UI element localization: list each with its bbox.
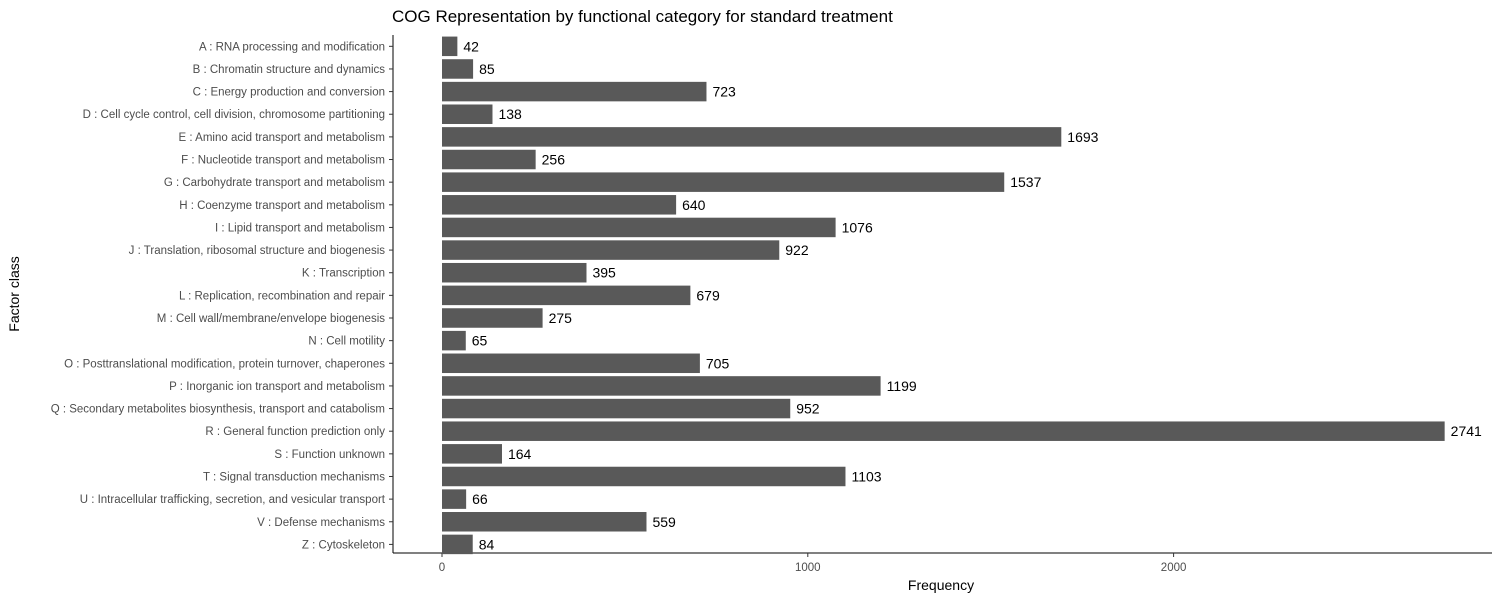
bar: [442, 376, 881, 396]
bar: [442, 421, 1445, 441]
bar-value-label: 952: [796, 401, 820, 417]
bar: [442, 104, 493, 124]
bar: [442, 534, 473, 555]
bar: [442, 81, 707, 102]
category-label: D : Cell cycle control, cell division, c…: [83, 109, 385, 121]
bar: [442, 127, 1062, 147]
category-label: Z : Cytoskeleton: [302, 539, 385, 551]
category-label: N : Cell motility: [308, 336, 385, 348]
category-label: O : Posttranslational modification, prot…: [64, 358, 385, 370]
bar-value-label: 66: [472, 491, 488, 507]
x-tick-label: 0: [439, 562, 445, 574]
category-label: P : Inorganic ion transport and metaboli…: [169, 381, 385, 393]
bar-value-label: 164: [508, 446, 532, 462]
plot-area: 0 1000 2000 A : RNA processing and modifica…: [51, 35, 1492, 574]
bar-value-label: 85: [479, 61, 495, 77]
bar: [442, 489, 467, 509]
bar: [442, 512, 647, 532]
bar: [442, 398, 791, 419]
bar: [442, 262, 587, 283]
category-label: A : RNA processing and modification: [199, 41, 385, 53]
bar-value-label: 84: [479, 536, 495, 552]
bar-value-label: 1537: [1010, 174, 1041, 190]
bar-value-label: 640: [682, 197, 706, 213]
category-label: E : Amino acid transport and metabolism: [179, 132, 385, 144]
bar-value-label: 275: [549, 310, 573, 326]
bar-value-label: 1693: [1067, 129, 1098, 145]
bar-value-label: 395: [592, 265, 616, 281]
category-label: U : Intracellular trafficking, secretion…: [80, 494, 386, 506]
bar-value-label: 559: [652, 514, 676, 530]
bar-value-label: 256: [542, 152, 566, 168]
category-label: T : Signal transduction mechanisms: [203, 471, 385, 483]
bar: [442, 466, 846, 487]
bar: [442, 444, 502, 464]
category-label: B : Chromatin structure and dynamics: [193, 64, 386, 76]
category-label: R : General function prediction only: [205, 426, 385, 438]
x-tick-label: 1000: [795, 562, 821, 574]
bar-value-label: 1103: [851, 468, 881, 484]
category-label: K : Transcription: [302, 268, 385, 280]
bar-value-label: 922: [785, 242, 809, 258]
x-tick-label: 2000: [1161, 562, 1187, 574]
bar: [442, 353, 700, 374]
category-label: J : Translation, ribosomal structure and…: [129, 245, 386, 257]
bar: [442, 59, 474, 79]
category-label: C : Energy production and conversion: [193, 87, 385, 99]
category-label: S : Function unknown: [274, 449, 385, 461]
bar-value-label: 723: [712, 84, 736, 100]
bar-value-label: 1076: [842, 219, 873, 235]
bar-value-label: 138: [498, 106, 522, 122]
bar: [442, 172, 1005, 192]
bar: [442, 330, 466, 351]
category-label: Q : Secondary metabolites biosynthesis, …: [51, 404, 385, 416]
bar: [442, 149, 536, 170]
bar-value-label: 2741: [1451, 423, 1482, 439]
category-label: F : Nucleotide transport and metabolism: [181, 155, 385, 167]
chart-title: COG Representation by functional categor…: [392, 7, 893, 26]
bar: [442, 308, 543, 328]
bar: [442, 36, 458, 57]
category-label: V : Defense mechanisms: [257, 517, 385, 529]
category-label: I : Lipid transport and metabolism: [215, 222, 385, 234]
bar-value-label: 1199: [887, 378, 917, 394]
category-label: H : Coenzyme transport and metabolism: [179, 200, 385, 212]
x-axis-title: Frequency: [908, 577, 974, 593]
category-label: L : Replication, recombination and repai…: [179, 290, 385, 302]
bar: [442, 240, 780, 260]
y-axis-title: Factor class: [6, 256, 22, 331]
bar: [442, 195, 677, 215]
category-label: G : Carbohydrate transport and metabolis…: [164, 177, 385, 189]
category-label: M : Cell wall/membrane/envelope biogenes…: [157, 313, 385, 325]
bar: [442, 285, 691, 306]
bar-value-label: 679: [696, 287, 720, 303]
bar-value-label: 65: [472, 333, 488, 349]
bar-value-label: 705: [706, 355, 730, 371]
bar: [442, 217, 836, 238]
bar-value-label: 42: [463, 38, 479, 54]
